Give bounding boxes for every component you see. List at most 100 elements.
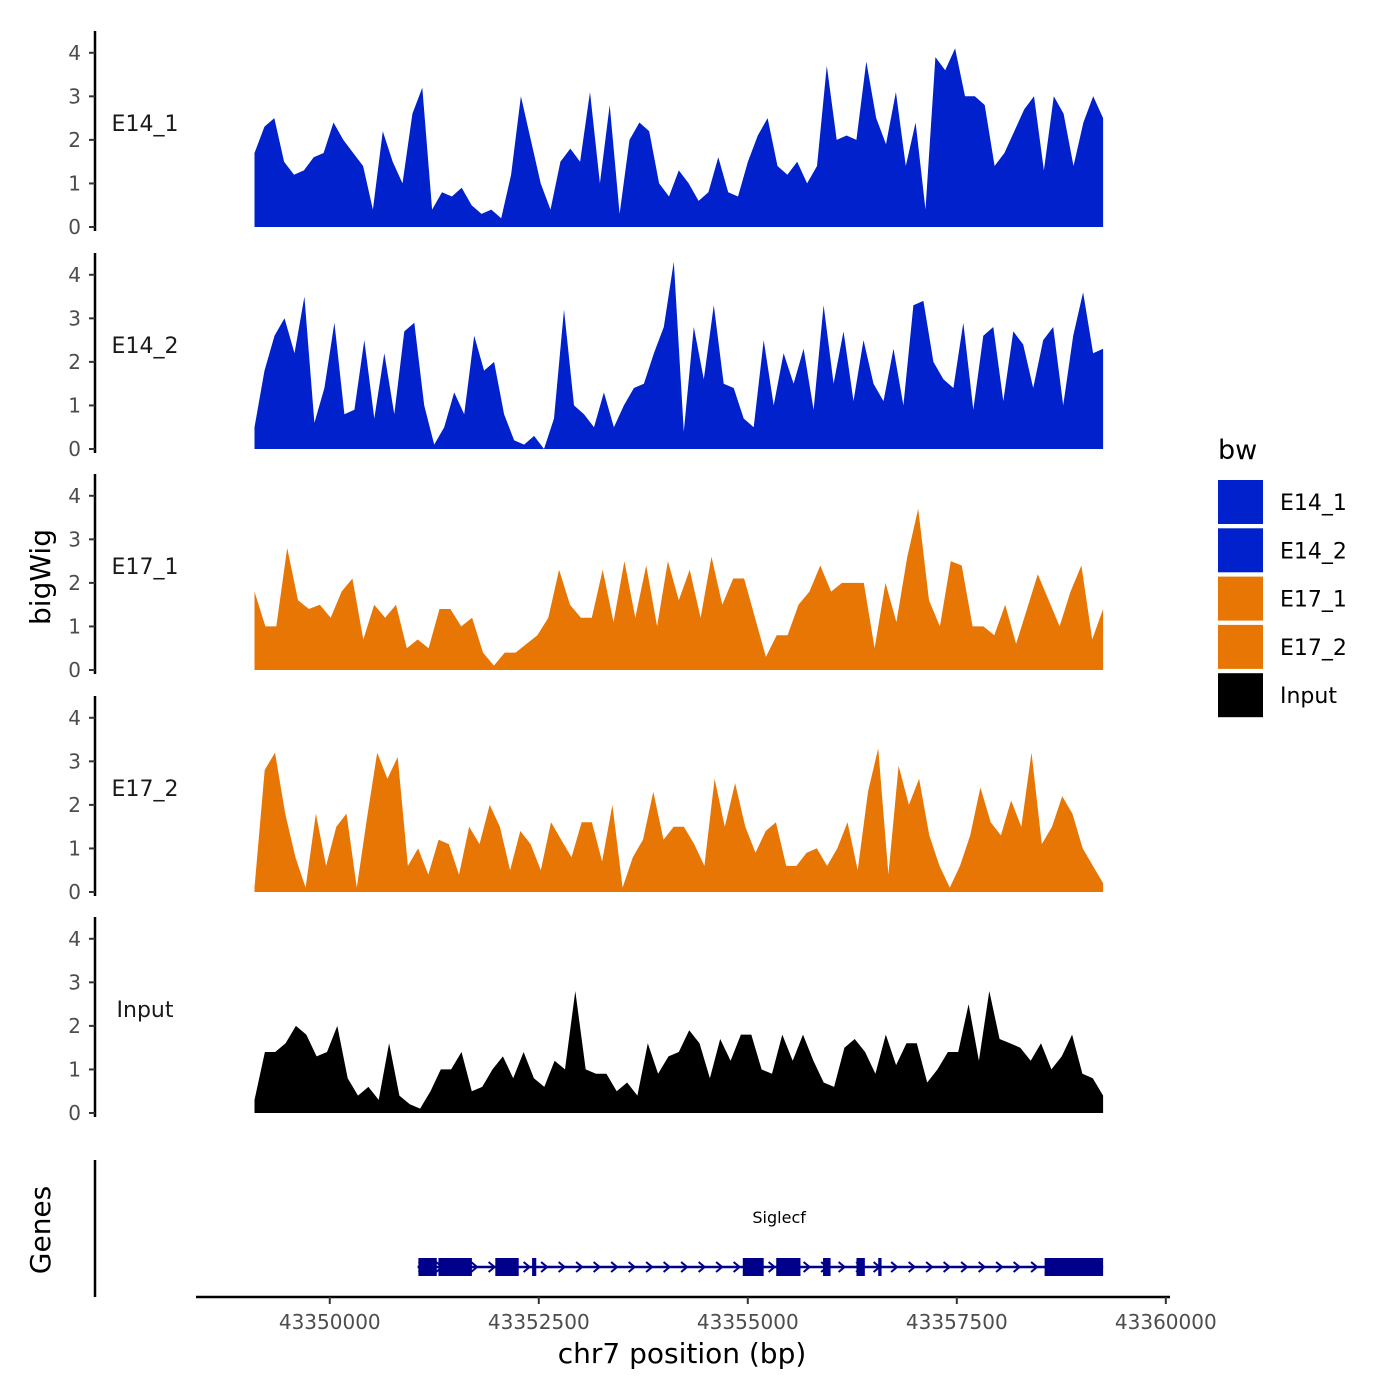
legend-swatch: [1218, 624, 1263, 669]
legend-item-e14-2: E14_2: [1218, 528, 1347, 573]
strand-arrow: [890, 1261, 899, 1273]
legend-item-input: Input: [1218, 673, 1337, 718]
track-e17-1: 0 1 2 3 4 E17_1: [68, 474, 1104, 682]
y-tick-label: 3: [68, 527, 81, 551]
y-tick-label: 2: [68, 350, 81, 374]
x-tick-label: 43355000: [697, 1310, 799, 1334]
x-axis: 43350000 43352500 43355000 43357500 43360000: [196, 1295, 1217, 1334]
gene-exon: [856, 1258, 865, 1276]
legend-swatch: [1218, 528, 1263, 573]
strand-arrow: [802, 1261, 812, 1273]
track-label: Input: [117, 998, 174, 1023]
legend-label: Input: [1280, 684, 1337, 709]
legend-item-e17-1: E17_1: [1218, 576, 1347, 621]
legend-label: E14_1: [1280, 491, 1347, 516]
x-tick-label: 43350000: [279, 1310, 381, 1334]
gene-exon: [438, 1258, 472, 1276]
gene-exon: [418, 1258, 437, 1276]
gene-label: Siglecf: [752, 1208, 806, 1227]
gene-exon: [776, 1258, 801, 1276]
strand-arrow: [470, 1261, 479, 1273]
y-tick-label: 2: [68, 571, 81, 595]
track-e14-2: 0 1 2 3 4 E14_2: [68, 253, 1104, 461]
strand-arrow: [487, 1261, 497, 1273]
series-area-e14-1: [254, 48, 1104, 228]
legend-swatch: [1218, 480, 1263, 524]
strand-arrow: [645, 1261, 654, 1273]
gene-exon: [1044, 1258, 1104, 1276]
genes-axis-title: Genes: [24, 1186, 57, 1274]
strand-arrow: [627, 1261, 637, 1273]
x-tick-label: 43360000: [1115, 1310, 1217, 1334]
strand-arrow: [960, 1261, 969, 1273]
y-tick-label: 4: [68, 484, 81, 508]
gene-exon: [495, 1258, 519, 1276]
gene-panel: Siglecf: [93, 1160, 1104, 1297]
y-tick-label: 1: [68, 614, 81, 638]
strand-arrow: [837, 1261, 847, 1273]
y-tick-label: 4: [68, 41, 81, 65]
y-axis-title: bigWig: [24, 529, 57, 625]
strand-arrow: [680, 1261, 689, 1273]
strand-arrow: [942, 1261, 952, 1273]
legend: bw E14_1 E14_2 E17_1 E17_2 Input: [1218, 435, 1347, 718]
strand-arrow: [977, 1261, 987, 1273]
strand-arrow: [767, 1261, 777, 1273]
x-tick-label: 43357500: [906, 1310, 1008, 1334]
strand-arrow: [1012, 1261, 1022, 1273]
strand-arrow: [522, 1261, 532, 1273]
y-tick-label: 4: [68, 263, 81, 287]
strand-arrow: [662, 1261, 672, 1273]
strand-arrow: [540, 1261, 549, 1273]
legend-title: bw: [1218, 435, 1257, 466]
strand-arrow: [697, 1261, 707, 1273]
strand-arrow: [575, 1261, 584, 1273]
series-area-e14-2: [254, 261, 1104, 449]
y-tick-label: 4: [68, 927, 81, 951]
y-tick-label: 1: [68, 171, 81, 195]
y-tick-label: 3: [68, 970, 81, 994]
x-axis-title: chr7 position (bp): [558, 1337, 807, 1370]
series-area-input: [254, 991, 1104, 1113]
y-tick-label: 0: [68, 1101, 81, 1125]
bigwig-tracks: 0 1 2 3 4 E14_1 0 1 2 3 4 E14_2 0 1 2 3 4 E17_1 0 1 2 3 4 E17_2…: [68, 31, 1104, 1125]
strand-arrow: [715, 1261, 724, 1273]
strand-arrow: [610, 1261, 619, 1273]
y-tick-label: 0: [68, 437, 81, 461]
legend-label: E14_2: [1280, 539, 1347, 564]
gene-exon: [823, 1258, 831, 1276]
track-e14-1: 0 1 2 3 4 E14_1: [68, 31, 1104, 239]
y-tick-label: 2: [68, 1014, 81, 1038]
y-tick-label: 1: [68, 393, 81, 417]
series-area-e17-1: [254, 508, 1104, 670]
legend-item-e14-1: E14_1: [1218, 480, 1347, 524]
track-input: 0 1 2 3 4 Input: [68, 917, 1104, 1125]
legend-label: E17_1: [1280, 588, 1347, 613]
y-tick-label: 4: [68, 706, 81, 730]
y-tick-label: 3: [68, 749, 81, 773]
legend-label: E17_2: [1280, 636, 1347, 661]
track-label: E17_1: [112, 555, 179, 580]
strand-arrow: [907, 1261, 917, 1273]
y-tick-label: 0: [68, 658, 81, 682]
strand-arrow: [592, 1261, 602, 1273]
legend-item-e17-2: E17_2: [1218, 624, 1347, 669]
y-tick-label: 3: [68, 84, 81, 108]
y-tick-label: 0: [68, 215, 81, 239]
series-area-e17-2: [254, 748, 1104, 892]
strand-arrow: [557, 1261, 567, 1273]
strand-arrow: [732, 1261, 742, 1273]
legend-swatch: [1218, 673, 1263, 718]
y-tick-label: 1: [68, 836, 81, 860]
strand-arrow: [1030, 1261, 1039, 1273]
y-tick-label: 0: [68, 880, 81, 904]
gene-exon: [742, 1258, 764, 1276]
track-label: E17_2: [112, 777, 179, 802]
y-tick-label: 2: [68, 128, 81, 152]
y-tick-label: 1: [68, 1057, 81, 1081]
track-label: E14_1: [112, 112, 179, 137]
x-tick-label: 43352500: [488, 1310, 590, 1334]
strand-arrow: [995, 1261, 1004, 1273]
track-e17-2: 0 1 2 3 4 E17_2: [68, 696, 1104, 904]
